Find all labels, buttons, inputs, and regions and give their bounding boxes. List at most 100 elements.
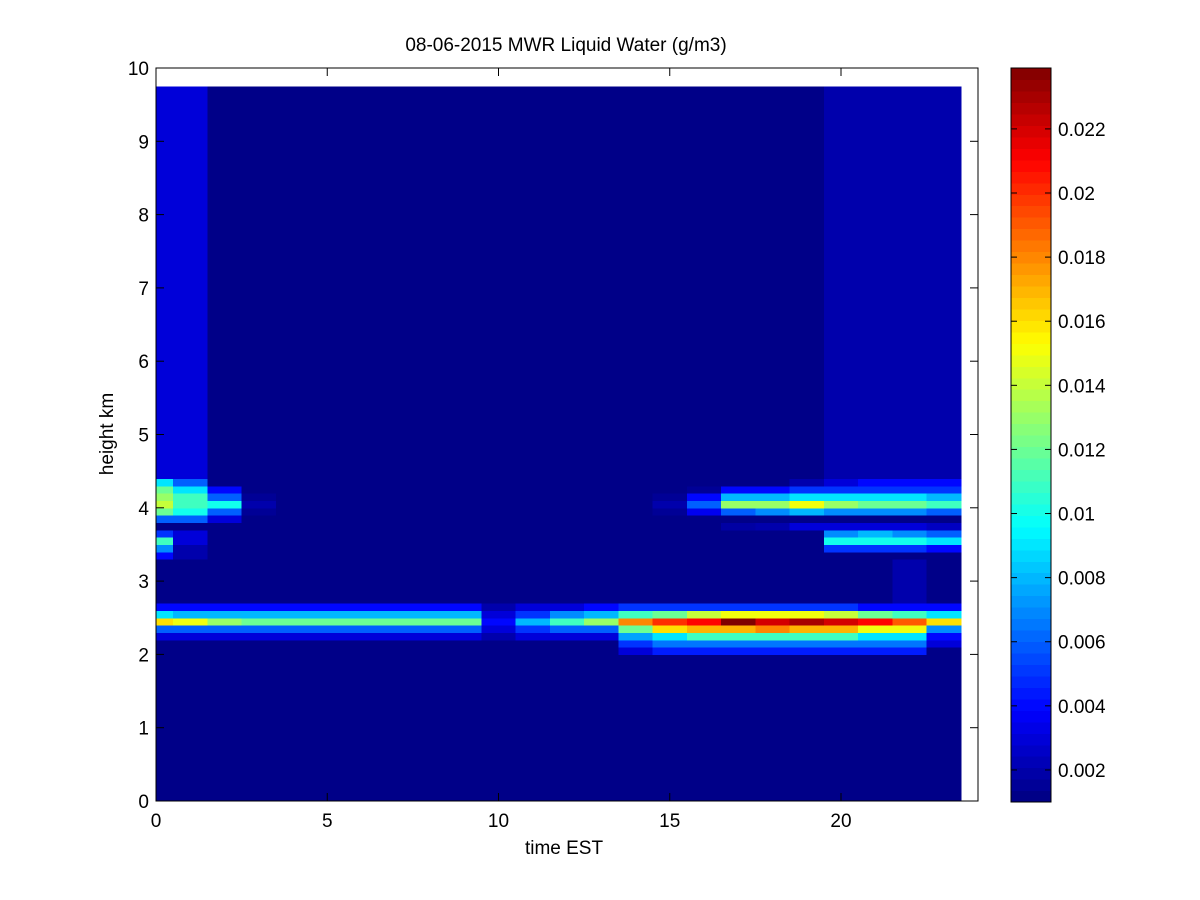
heatmap-cell bbox=[858, 544, 893, 553]
heatmap-cell bbox=[549, 559, 585, 604]
heatmap-cell bbox=[378, 522, 414, 531]
heatmap-cell bbox=[858, 529, 893, 538]
heatmap-cell bbox=[618, 632, 654, 641]
colorbar-swatch bbox=[1011, 68, 1051, 81]
heatmap-cell bbox=[207, 551, 243, 560]
colorbar-tick-label: 0.006 bbox=[1058, 633, 1106, 654]
heatmap-cell bbox=[755, 507, 791, 516]
heatmap-cell bbox=[156, 544, 174, 553]
heatmap-cell bbox=[378, 86, 414, 480]
heatmap-cell bbox=[156, 478, 174, 487]
heatmap-cell bbox=[892, 500, 928, 509]
colorbar-swatch bbox=[1011, 412, 1051, 425]
heatmap-cell bbox=[789, 639, 825, 648]
heatmap-cell bbox=[652, 610, 688, 619]
heatmap-cell bbox=[241, 478, 277, 487]
heatmap-cell bbox=[447, 654, 482, 802]
heatmap-cell bbox=[892, 544, 928, 553]
colorbar-swatch bbox=[1011, 285, 1051, 298]
colorbar-swatch bbox=[1011, 549, 1051, 562]
heatmap-cell bbox=[789, 617, 825, 626]
colorbar-swatch bbox=[1011, 251, 1051, 264]
heatmap-cell bbox=[755, 610, 791, 619]
heatmap-cell bbox=[789, 86, 825, 480]
axis-ticks: 0 5 10 15 20 0 1 2 3 4 5 6 7 8 9 10 bbox=[128, 59, 978, 832]
colorbar-swatch bbox=[1011, 423, 1051, 436]
heatmap-cell bbox=[173, 610, 208, 619]
heatmap-cell bbox=[378, 537, 414, 546]
heatmap-cell bbox=[618, 485, 654, 494]
heatmap-cell bbox=[789, 610, 825, 619]
heatmap-cell bbox=[310, 559, 345, 604]
heatmap-cell bbox=[344, 529, 380, 538]
heatmap-cell bbox=[241, 522, 277, 531]
heatmap-cell bbox=[549, 485, 585, 494]
heatmap-cell bbox=[207, 485, 243, 494]
heatmap-cell bbox=[447, 515, 482, 524]
heatmap-cell bbox=[207, 515, 243, 524]
heatmap-cell bbox=[344, 507, 380, 516]
heatmap-cell bbox=[275, 639, 311, 648]
heatmap-cell bbox=[926, 639, 962, 648]
heatmap-cell bbox=[156, 529, 174, 538]
heatmap-cell bbox=[412, 478, 448, 487]
y-tick-label: 3 bbox=[138, 572, 149, 593]
colorbar-gradient bbox=[1011, 68, 1051, 803]
colorbar-swatch bbox=[1011, 710, 1051, 723]
heatmap-cell bbox=[344, 86, 380, 480]
colorbar-swatch bbox=[1011, 652, 1051, 665]
heatmap-cell bbox=[549, 654, 585, 802]
heatmap-cell bbox=[892, 632, 928, 641]
heatmap-cell bbox=[549, 522, 585, 531]
heatmap-cell bbox=[173, 647, 208, 655]
heatmap-cell bbox=[926, 515, 962, 524]
heatmap-cell bbox=[892, 654, 928, 802]
colorbar-swatch bbox=[1011, 675, 1051, 688]
heatmap-cell bbox=[310, 647, 345, 655]
colorbar-swatch bbox=[1011, 274, 1051, 287]
heatmap-cell bbox=[344, 478, 380, 487]
x-axis-label: time EST bbox=[525, 838, 604, 859]
colorbar-swatch bbox=[1011, 182, 1051, 195]
heatmap-cell bbox=[549, 529, 585, 538]
heatmap-cell bbox=[823, 654, 859, 802]
heatmap-cell bbox=[755, 86, 791, 480]
heatmap-cell bbox=[275, 625, 311, 634]
heatmap-cell bbox=[156, 610, 174, 619]
heatmap-cell bbox=[755, 515, 791, 524]
heatmap-cell bbox=[275, 610, 311, 619]
heatmap-cell bbox=[481, 529, 517, 538]
heatmap-cell bbox=[173, 515, 208, 524]
chart-title: 08-06-2015 MWR Liquid Water (g/m3) bbox=[405, 35, 726, 56]
heatmap-cell bbox=[515, 639, 551, 648]
heatmap-cell bbox=[926, 537, 962, 546]
heatmap-cell bbox=[447, 617, 482, 626]
colorbar-swatch bbox=[1011, 125, 1051, 138]
heatmap-cell bbox=[156, 537, 174, 546]
heatmap-cell bbox=[789, 559, 825, 604]
heatmap-cell bbox=[823, 625, 859, 634]
heatmap-cell bbox=[686, 617, 722, 626]
heatmap-cell bbox=[549, 610, 585, 619]
heatmap-cell bbox=[412, 537, 448, 546]
heatmap-cell bbox=[207, 86, 243, 480]
heatmap-cell bbox=[378, 654, 414, 802]
heatmap-cell bbox=[652, 559, 688, 604]
heatmap-cell bbox=[618, 617, 654, 626]
heatmap-cell bbox=[858, 507, 893, 516]
heatmap-cell bbox=[515, 522, 551, 531]
heatmap-cell bbox=[926, 485, 962, 494]
heatmap-cell bbox=[156, 632, 174, 641]
heatmap-cell bbox=[926, 500, 962, 509]
colorbar-swatch bbox=[1011, 389, 1051, 402]
heatmap-cell bbox=[241, 493, 277, 502]
heatmap-cell bbox=[412, 559, 448, 604]
colorbar-swatch bbox=[1011, 607, 1051, 620]
heatmap-cell bbox=[344, 537, 380, 546]
heatmap-cell bbox=[310, 603, 345, 612]
y-tick-label: 5 bbox=[138, 426, 149, 447]
heatmap-cell bbox=[686, 507, 722, 516]
heatmap-cell bbox=[721, 478, 756, 487]
heatmap-cell bbox=[310, 632, 345, 641]
heatmap-cell bbox=[652, 654, 688, 802]
